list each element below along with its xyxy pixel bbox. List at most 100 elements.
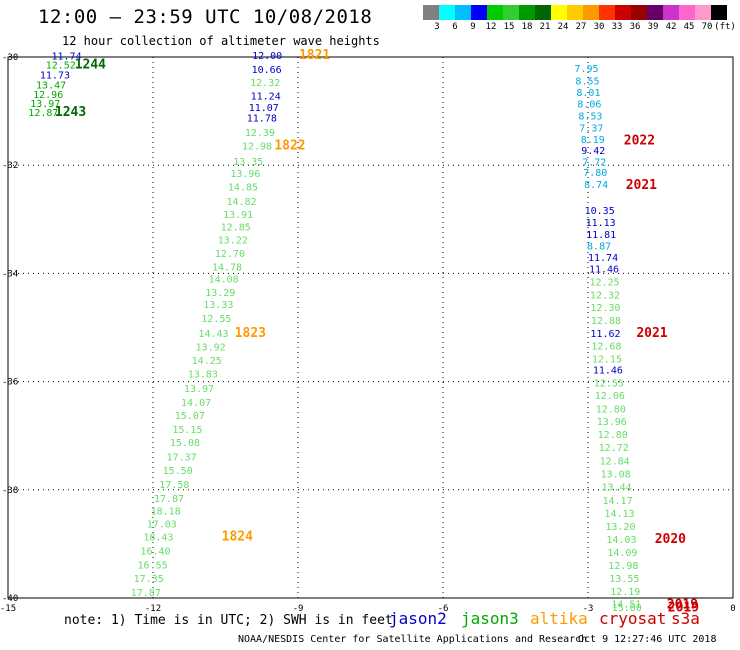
legend-swatch bbox=[583, 5, 599, 20]
legend-label: 42 bbox=[665, 22, 677, 32]
wave-height-label: 12.32 bbox=[250, 78, 280, 89]
wave-height-label: 17.87 bbox=[154, 494, 184, 505]
wave-height-label: 12.39 bbox=[245, 128, 275, 139]
legend-label: 21 bbox=[539, 22, 551, 32]
wave-height-label: 11.24 bbox=[251, 91, 281, 102]
wave-height-label: 12.96 bbox=[33, 90, 63, 101]
wave-height-label: 12.80 bbox=[596, 405, 626, 416]
wave-height-label: 8.01 bbox=[576, 88, 600, 99]
wave-height-label: 8.74 bbox=[584, 180, 608, 191]
wave-height-label: 14.82 bbox=[226, 197, 256, 208]
legend-swatch bbox=[567, 5, 583, 20]
wave-height-label: 13.35 bbox=[233, 157, 263, 168]
wave-height-label: 11.62 bbox=[590, 329, 620, 340]
wave-height-label: 17.37 bbox=[167, 452, 197, 463]
legend-label: 15 bbox=[503, 22, 515, 32]
wave-height-label: 12.25 bbox=[589, 278, 619, 289]
wave-height-label: 18.43 bbox=[143, 532, 173, 543]
wave-height-label: 14.07 bbox=[181, 398, 211, 409]
x-tick-label: 0 bbox=[730, 604, 735, 614]
wave-height-label: 7.80 bbox=[583, 168, 607, 179]
wave-height-label: 12.32 bbox=[590, 290, 620, 301]
wave-height-label: 11.46 bbox=[593, 366, 623, 377]
wave-height-label: 10.66 bbox=[252, 65, 282, 76]
legend-swatch bbox=[631, 5, 647, 20]
wave-height-label: 14.13 bbox=[604, 509, 634, 520]
legend-label: (ft) bbox=[714, 22, 736, 32]
page-title: 12:00 – 23:59 UTC 10/08/2018 bbox=[38, 6, 373, 28]
wave-height-label: 12.55 bbox=[201, 314, 231, 325]
legend-label: 3 bbox=[434, 22, 440, 32]
wave-height-label: 18.18 bbox=[151, 506, 181, 517]
y-tick-label: -40 bbox=[2, 594, 18, 604]
time-label: 2021 bbox=[636, 326, 667, 341]
footer-note: note: 1) Time is in UTC; 2) SWH is in fe… bbox=[64, 613, 393, 628]
legend-label: 18 bbox=[521, 22, 533, 32]
legend-swatch bbox=[647, 5, 663, 20]
legend-swatch bbox=[695, 5, 711, 20]
wave-height-label: 13.20 bbox=[605, 522, 635, 533]
wave-height-label: 7.95 bbox=[574, 64, 598, 75]
wave-height-label: 11.13 bbox=[586, 218, 616, 229]
legend-label: 36 bbox=[629, 22, 641, 32]
wave-height-label: 12.85 bbox=[221, 222, 251, 233]
legend-swatch bbox=[663, 5, 679, 20]
time-label: 1244 bbox=[75, 58, 106, 73]
legend-label: 27 bbox=[575, 22, 587, 32]
x-tick-label: -6 bbox=[438, 604, 449, 614]
wave-height-label: 13.97 bbox=[184, 384, 214, 395]
satellite-jason3: jason3 bbox=[461, 609, 519, 628]
x-tick-label: -12 bbox=[145, 604, 161, 614]
wave-height-label: 12.68 bbox=[591, 341, 621, 352]
wave-height-label: 8.19 bbox=[581, 135, 605, 146]
page-subtitle: 12 hour collection of altimeter wave hei… bbox=[62, 34, 380, 48]
wave-height-label: 15.15 bbox=[172, 425, 202, 436]
time-label: 2020 bbox=[655, 532, 686, 547]
legend-label: 30 bbox=[593, 22, 605, 32]
wave-height-label: 14.03 bbox=[606, 535, 636, 546]
satellite-jason2: jason2 bbox=[389, 609, 447, 628]
legend-swatch bbox=[439, 5, 455, 20]
wave-height-label: 12.87 bbox=[28, 108, 58, 119]
wave-height-label: 12.55 bbox=[594, 379, 624, 390]
x-tick-label: -15 bbox=[0, 604, 16, 614]
legend-swatch bbox=[535, 5, 551, 20]
legend-label: 24 bbox=[557, 22, 569, 32]
wave-height-label: 17.03 bbox=[147, 519, 177, 530]
wave-height-label: 14.85 bbox=[228, 182, 258, 193]
wave-height-label: 8.06 bbox=[577, 100, 601, 111]
wave-height-label: 14.78 bbox=[212, 262, 242, 273]
wave-height-label: 13.96 bbox=[230, 169, 260, 180]
satellite-altika: altika bbox=[530, 609, 588, 628]
wave-height-label: 14.17 bbox=[603, 496, 633, 507]
legend-swatch bbox=[551, 5, 567, 20]
legend-swatch bbox=[599, 5, 615, 20]
wave-height-label: 12.84 bbox=[600, 457, 630, 468]
wave-height-label: 12.52 bbox=[46, 61, 76, 72]
wave-height-label: 13.08 bbox=[601, 470, 631, 481]
wave-height-label: 14.43 bbox=[198, 329, 228, 340]
wave-height-label: 13.55 bbox=[609, 574, 639, 585]
wave-height-label: 17.87 bbox=[131, 588, 161, 599]
wave-height-label: 12.98 bbox=[608, 561, 638, 572]
wave-height-label: 8.87 bbox=[587, 241, 611, 252]
time-label: 1823 bbox=[235, 326, 266, 341]
wave-height-label: 9.42 bbox=[581, 146, 605, 157]
time-label: 2021 bbox=[626, 178, 657, 193]
wave-height-label: 16.55 bbox=[138, 560, 168, 571]
wave-height-label: 13.33 bbox=[203, 300, 233, 311]
wave-height-label: 13.29 bbox=[205, 288, 235, 299]
legend-swatch bbox=[423, 5, 439, 20]
plot-frame bbox=[7, 56, 734, 599]
time-label: 2019 bbox=[668, 601, 699, 616]
wave-height-label: 14.25 bbox=[192, 356, 222, 367]
time-label: 1243 bbox=[55, 105, 86, 120]
wave-height-label: 12.98 bbox=[242, 142, 272, 153]
legend-swatch bbox=[455, 5, 471, 20]
legend-swatch bbox=[615, 5, 631, 20]
wave-height-label: 11.07 bbox=[249, 103, 279, 114]
time-label: 2022 bbox=[624, 133, 655, 148]
time-label: 1822 bbox=[274, 139, 305, 154]
time-label: 1821 bbox=[299, 48, 330, 63]
